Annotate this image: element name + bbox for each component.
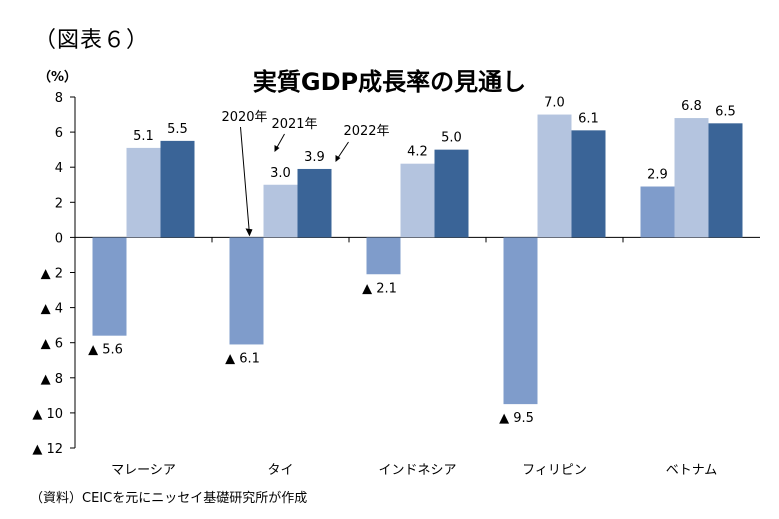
bar-value-label: 5.0 [441,131,462,146]
bar-value-label: 5.5 [167,122,188,137]
y-tick-label: ▲ 8 [41,372,63,387]
bar-value-label: 2.9 [647,168,668,183]
y-tick-label: 6 [55,126,63,141]
bar [434,149,469,238]
y-tick-label: ▲ 12 [32,442,63,457]
category-label: インドネシア [378,463,456,478]
category-label: フィリピン [522,463,587,478]
bar [708,123,743,238]
chart-title: 実質GDP成長率の見通し [252,68,527,96]
annotation-arrowhead [274,145,280,152]
y-tick-label: 4 [55,161,63,176]
y-tick-label: 8 [55,91,63,106]
bar-value-label: 6.5 [715,104,736,119]
bar-value-label: 3.0 [270,166,291,181]
bar-value-label: 6.1 [578,111,599,126]
category-label: タイ [267,463,293,478]
bar-value-label: 3.9 [304,150,325,165]
series-annotation-label: 2022年 [343,124,389,139]
source-note: （資料）CEICを元にニッセイ基礎研究所が作成 [30,491,308,506]
bar-value-label: 4.2 [407,145,428,160]
bar-value-label: 7.0 [544,96,565,111]
y-axis-unit: （%） [38,70,78,85]
bar [537,114,572,238]
annotation-arrowhead [335,155,341,162]
y-tick-label: 2 [55,196,63,211]
y-tick-label: ▲ 2 [41,267,63,282]
bar [229,237,264,345]
bar-value-label: ▲ 9.5 [499,411,534,426]
bar [126,147,161,238]
bar [503,237,538,405]
bar-value-label: ▲ 5.6 [88,343,123,358]
bar [400,163,435,238]
y-tick-label: ▲ 10 [32,407,63,422]
bar [674,118,709,238]
y-tick-label: ▲ 4 [41,302,63,317]
figure-label: （図表６） [34,28,150,53]
bar-value-label: 5.1 [133,129,154,144]
bar [297,168,332,238]
bar [263,184,298,238]
bar [366,237,401,275]
category-label: ベトナム [666,463,718,478]
bar [640,186,675,238]
bar-value-label: 6.8 [681,99,702,114]
series-annotation-label: 2020年 [221,110,267,125]
annotation-arrow [240,126,250,235]
bar [92,237,127,336]
bar [571,130,606,238]
bar-value-label: ▲ 6.1 [225,351,260,366]
annotation-arrowhead [245,228,253,237]
bar-value-label: ▲ 2.1 [362,281,397,296]
y-tick-label: ▲ 6 [41,337,63,352]
series-annotation-label: 2021年 [271,117,317,132]
bar [160,140,195,238]
category-label: マレーシア [111,463,176,478]
y-tick-label: 0 [55,231,63,246]
